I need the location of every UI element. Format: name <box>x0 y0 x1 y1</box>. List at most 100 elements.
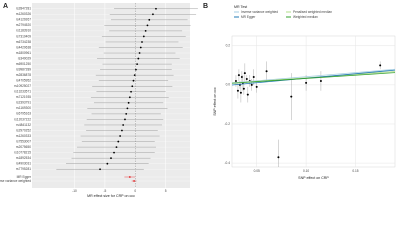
x-tick-label: -10 <box>72 189 77 193</box>
row-label: rs1260333 <box>16 134 31 138</box>
snp-point <box>240 76 243 79</box>
x-tick-label: -5 <box>104 189 107 193</box>
estimate-point <box>99 168 101 171</box>
estimate-point <box>110 157 112 160</box>
mr-line <box>232 72 395 84</box>
estimate-point <box>132 79 135 82</box>
estimate-point <box>119 135 122 137</box>
snp-point <box>255 85 258 88</box>
legend-label: MR Egger <box>241 15 256 19</box>
estimate-point <box>126 107 129 110</box>
snp-point <box>277 156 280 159</box>
row-label: rs2393791 <box>16 101 31 105</box>
snp-point <box>243 72 246 75</box>
row-label: rs7553007 <box>16 139 31 143</box>
row-label: rs4705952 <box>16 79 31 83</box>
row-label: rs2970252 <box>16 128 31 132</box>
row-label: rs340029 <box>18 56 32 60</box>
snp-point <box>234 79 237 82</box>
row-label: rs6795163 <box>16 112 31 116</box>
panel-label: B <box>203 3 208 10</box>
y-tick-label: 0.0 <box>226 83 231 87</box>
estimate-point <box>117 140 120 143</box>
estimate-point <box>148 18 151 21</box>
legend-label: Inverse variance weighted <box>241 10 278 14</box>
estimate-point <box>152 13 154 16</box>
estimate-point <box>138 52 141 54</box>
estimate-point <box>125 113 128 115</box>
row-label: rs6734238 <box>16 40 31 44</box>
snp-point <box>236 89 239 92</box>
estimate-point <box>144 30 147 32</box>
snp-point <box>250 83 253 86</box>
row-label: rs10925027 <box>14 84 31 88</box>
snp-point <box>252 76 255 79</box>
estimate-point <box>115 146 118 149</box>
snp-point <box>237 74 240 77</box>
snp-point <box>245 78 248 81</box>
x-tick-label: 0 <box>134 189 136 193</box>
estimate-point <box>146 24 149 27</box>
row-label: rs1800961 <box>16 51 31 55</box>
row-label: rs2836878 <box>16 73 31 77</box>
row-label: rs1169300 <box>16 106 31 110</box>
y-tick-label: -0.2 <box>225 122 231 126</box>
row-label: rs1892534 <box>16 156 31 160</box>
x-axis-title: MR effect size for CRP on ccc <box>87 194 135 198</box>
estimate-point <box>122 124 125 126</box>
snp-point <box>379 64 382 67</box>
row-label: rs7795281 <box>16 167 31 171</box>
estimate-point <box>127 101 130 104</box>
snp-point <box>242 87 245 90</box>
row-label: rs2075650 <box>16 145 31 149</box>
row-label: rs4420638 <box>16 45 31 49</box>
snp-point <box>290 95 293 98</box>
estimate-point <box>142 35 145 38</box>
estimate-point <box>131 85 134 88</box>
y-tick-label: -0.4 <box>225 161 231 165</box>
row-label: rs7121935 <box>16 95 31 99</box>
estimate-point <box>136 63 139 65</box>
estimate-point <box>113 151 115 154</box>
plot-background <box>231 35 396 168</box>
row-label: rs12037222 <box>14 117 31 121</box>
row-label: rs4903031 <box>16 162 31 166</box>
page: {"chart_data": [ {"type": "forest", "pan… <box>0 2 396 198</box>
estimate-point <box>124 118 126 121</box>
row-label: rs1183910 <box>16 29 31 33</box>
y-axis-title: SNP effect on ccc <box>213 87 217 116</box>
estimate-point <box>128 176 131 178</box>
x-tick-label: 0.05 <box>254 169 260 173</box>
snp-point <box>319 79 322 82</box>
estimate-point <box>137 57 140 60</box>
snp-point <box>265 70 268 73</box>
y-tick-label: 0.2 <box>226 44 231 48</box>
estimate-point <box>128 96 131 99</box>
plot-background <box>32 3 190 188</box>
row-label: rs7310409 <box>16 34 31 38</box>
legend-label: Weighted median <box>293 15 318 19</box>
legend-label: Penalised weighted median <box>293 10 332 14</box>
snp-point <box>239 91 242 94</box>
x-axis-title: SNP effect on CRP <box>298 176 329 180</box>
estimate-point <box>141 41 143 43</box>
x-tick-label: 0.10 <box>303 169 309 173</box>
estimate-point <box>155 7 157 10</box>
row-label: MR - Inverse variance weighted <box>0 179 31 183</box>
snp-point <box>305 81 308 84</box>
row-label: rs10778215 <box>14 150 31 154</box>
row-label: rs4129267 <box>16 18 31 22</box>
row-label: rs4841132 <box>16 123 31 127</box>
snp-point <box>246 93 249 96</box>
estimate-point <box>133 180 135 182</box>
row-label: rs2847281 <box>16 7 31 11</box>
panel-label: A <box>3 3 8 10</box>
estimate-point <box>106 162 109 165</box>
legend-title: MR Test <box>234 5 247 9</box>
plot-clip <box>232 61 395 167</box>
estimate-point <box>130 90 132 93</box>
mr-line <box>232 68 395 84</box>
row-label: rs9987289 <box>16 67 31 71</box>
row-label: rs6901250 <box>16 62 31 66</box>
